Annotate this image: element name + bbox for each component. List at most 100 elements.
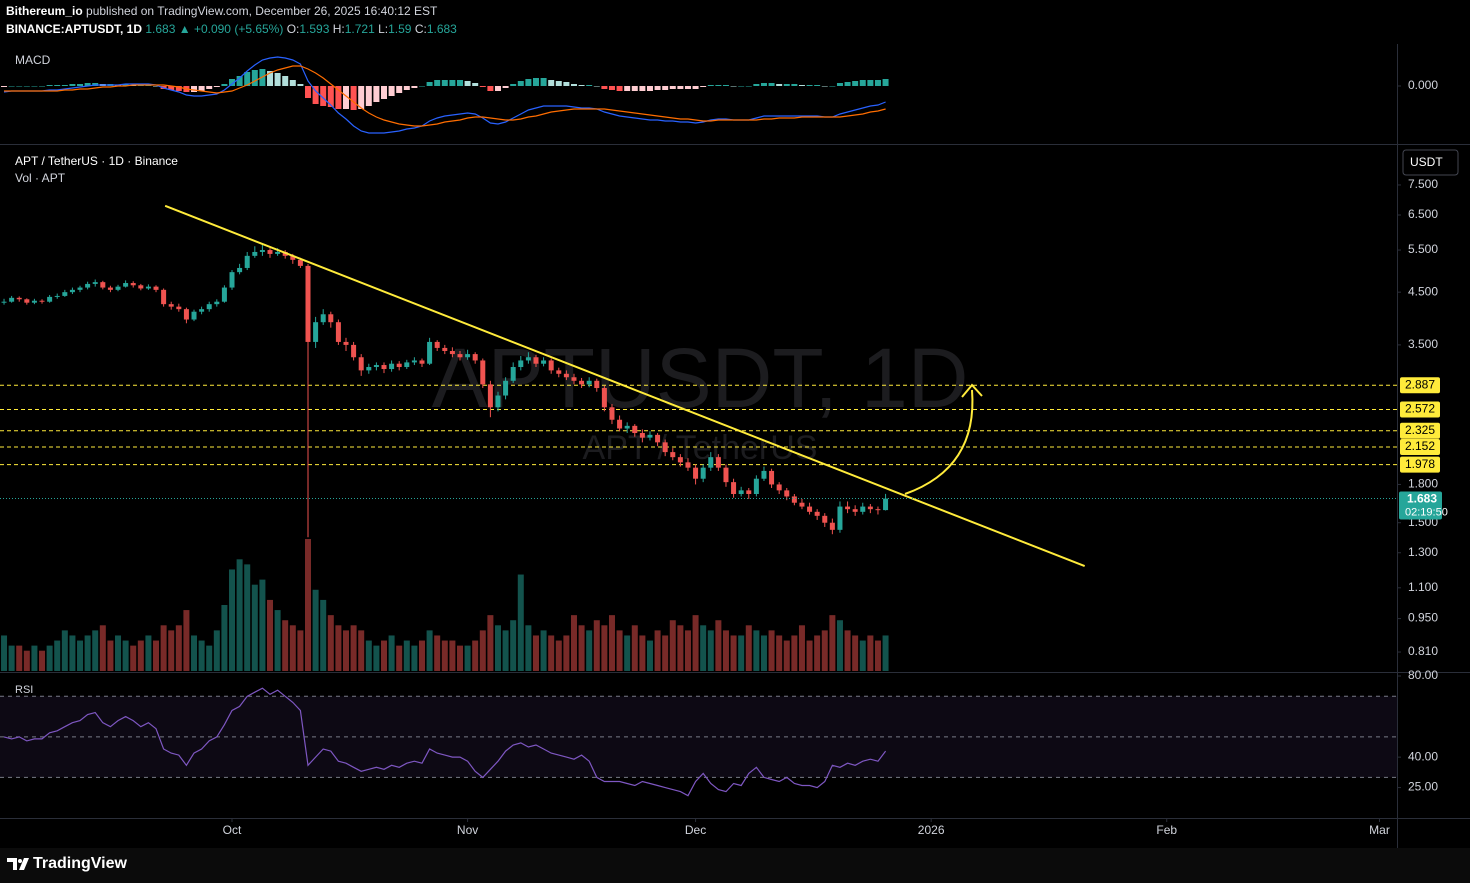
candle-body — [708, 457, 714, 468]
macd-histogram — [586, 85, 593, 86]
candle-body — [92, 282, 98, 284]
volume-bar — [555, 640, 562, 671]
candle-body — [480, 360, 486, 385]
y-tick-label: 25.00 — [1408, 780, 1438, 794]
macd-histogram — [593, 86, 600, 87]
candle-body — [297, 259, 303, 266]
volume-bar — [373, 645, 380, 671]
volume-bar — [449, 640, 456, 671]
macd-histogram — [783, 84, 790, 86]
macd-histogram — [16, 86, 23, 87]
volume-bar — [608, 615, 615, 671]
volume-bar — [312, 589, 319, 671]
macd-histogram — [700, 86, 707, 87]
macd-histogram — [122, 84, 129, 86]
volume-bar — [236, 559, 243, 671]
volume-bar — [289, 625, 296, 671]
volume-bar — [107, 640, 114, 671]
macd-histogram — [578, 85, 585, 86]
macd-histogram — [213, 86, 220, 87]
candle-body — [69, 289, 75, 293]
macd-histogram — [221, 84, 228, 86]
candle-body — [746, 490, 752, 494]
candle-body — [199, 309, 205, 312]
candle-body — [639, 433, 645, 438]
volume-bar — [358, 630, 365, 671]
macd-histogram — [798, 85, 805, 86]
y-tick-label: 0.810 — [1408, 644, 1438, 658]
candle-body — [290, 255, 296, 260]
volume-bar — [54, 640, 61, 671]
volume-bar — [16, 645, 23, 671]
macd-histogram — [236, 76, 243, 86]
currency[interactable]: USDT — [1410, 155, 1443, 169]
volume-bar — [548, 635, 555, 671]
volume-bar — [525, 625, 532, 671]
y-tick-label: 1.800 — [1408, 477, 1438, 491]
volume-bar — [768, 630, 775, 671]
candle-body — [100, 282, 106, 288]
macd-histogram — [168, 86, 175, 90]
macd-histogram — [327, 86, 334, 107]
macd-histogram — [441, 80, 448, 86]
volume-bar — [517, 574, 524, 671]
macd-histogram — [39, 86, 46, 87]
macd-histogram — [320, 86, 327, 106]
volume-bar — [46, 645, 53, 671]
currency-box[interactable] — [1402, 149, 1459, 176]
macd-histogram — [684, 86, 691, 89]
macd-histogram — [548, 80, 555, 86]
level-label: 2.152 — [1405, 439, 1435, 453]
macd-histogram — [639, 86, 646, 91]
signal-line — [4, 65, 886, 127]
volume-bar — [836, 620, 843, 671]
macd-histogram — [677, 86, 684, 89]
macd-histogram — [418, 86, 425, 87]
last-price-tag — [1399, 491, 1442, 520]
macd-histogram — [540, 78, 547, 86]
volume-bar — [305, 539, 312, 671]
brand[interactable]: TradingView — [33, 855, 128, 872]
y-tick-label: 0.950 — [1408, 611, 1438, 625]
macd-histogram — [77, 84, 84, 86]
candle-body — [396, 363, 402, 368]
volume-bar — [320, 599, 327, 671]
candle-body — [191, 311, 197, 320]
macd-histogram — [570, 84, 577, 86]
candle-body — [791, 496, 797, 503]
volume-bar — [563, 635, 570, 671]
candle-body — [221, 287, 227, 302]
candle-body — [449, 350, 455, 355]
candle-body — [259, 250, 265, 252]
volume-bar — [540, 630, 547, 671]
volume-bar — [654, 630, 661, 671]
volume-bar — [175, 625, 182, 671]
candle-body — [1, 301, 7, 303]
c-label: C: — [415, 22, 427, 36]
candle-body — [161, 289, 167, 305]
volume-bar — [791, 635, 798, 671]
l-value: 1.59 — [388, 22, 412, 36]
logo-dot[interactable] — [18, 859, 22, 863]
candle-body — [138, 285, 144, 289]
candle-body — [358, 357, 364, 371]
volume-bar — [267, 599, 274, 671]
macd-histogram — [153, 86, 160, 87]
candle-body — [145, 286, 151, 289]
level-tag — [1400, 438, 1440, 455]
volume-bar — [494, 625, 501, 671]
pane-borders — [0, 44, 1470, 848]
volume-bar — [456, 645, 463, 671]
candle-body — [738, 490, 744, 494]
macd-histogram — [510, 84, 517, 86]
candle-body — [465, 354, 471, 358]
volume-bar — [882, 635, 889, 671]
volume-bar — [122, 640, 129, 671]
logo-icon[interactable] — [7, 858, 29, 870]
volume-bar — [624, 635, 631, 671]
macd-histogram — [806, 85, 813, 86]
macd-histogram — [669, 86, 676, 89]
candle-body — [579, 380, 585, 385]
macd-histogram — [829, 86, 836, 87]
level-label: 2.325 — [1405, 423, 1435, 437]
